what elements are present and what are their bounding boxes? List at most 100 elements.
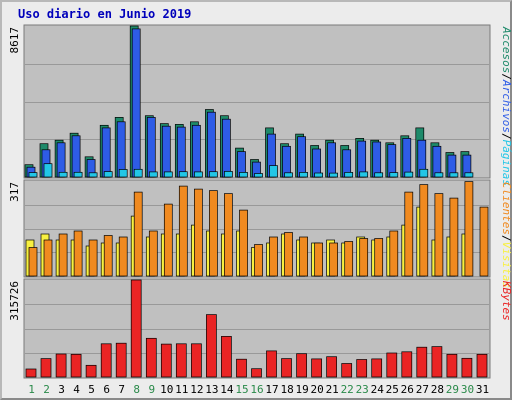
bar-kbytes-day-12: [191, 343, 202, 378]
bar-paginas-day-11: [178, 171, 188, 178]
bar-kbytes-day-19: [296, 353, 307, 378]
bar-paginas-day-23: [359, 171, 369, 178]
legend-entry: Visitas: [500, 242, 512, 288]
bar-kbytes-day-25: [386, 352, 398, 378]
bar-paginas-day-14: [224, 171, 233, 178]
x-tick-label: 30: [461, 383, 474, 396]
bar-paginas-day-6: [103, 171, 113, 178]
x-tick-label: 17: [265, 383, 278, 396]
bar-archivos-day-24: [372, 141, 382, 178]
bar-clientes-day-6: [103, 235, 113, 277]
bar-clientes-day-27: [419, 184, 429, 277]
bar-paginas-day-20: [314, 172, 323, 178]
bar-clientes-day-26: [404, 191, 414, 277]
bar-clientes-day-22: [344, 241, 354, 277]
bar-kbytes-day-9: [145, 337, 157, 378]
legend-entry: KBytes: [500, 280, 512, 321]
x-tick-label: 27: [416, 383, 429, 396]
bar-kbytes-day-4: [70, 353, 82, 378]
y-max-label-hits: 8617: [8, 27, 21, 54]
bar-paginas-day-8: [133, 168, 143, 178]
panel-hits: 8617: [8, 24, 491, 179]
bar-clientes-day-11: [178, 185, 188, 277]
bar-paginas-day-29: [449, 172, 459, 178]
bar-paginas-day-27: [419, 168, 429, 178]
bar-kbytes-day-31: [476, 353, 488, 378]
bar-clientes-day-25: [389, 230, 399, 277]
x-tick-label: 28: [431, 383, 444, 396]
legend-entry: Páginas: [500, 140, 512, 186]
bar-paginas-day-12: [194, 171, 203, 178]
bar-clientes-day-24: [374, 238, 384, 277]
bar-archivos-day-26: [402, 138, 412, 178]
bar-kbytes-day-11: [175, 343, 187, 378]
bar-paginas-day-13: [209, 171, 218, 178]
x-tick-label: 24: [371, 383, 385, 396]
y-max-label-visits: 317: [8, 182, 21, 202]
bar-kbytes-day-18: [281, 358, 292, 378]
bar-clientes-day-30: [464, 181, 474, 277]
bar-paginas-day-10: [163, 171, 173, 178]
bar-clientes-day-1: [28, 247, 38, 277]
legend-entry: Archivos: [500, 79, 512, 133]
bar-archivos-day-8: [131, 28, 141, 178]
bar-kbytes-day-15: [236, 358, 247, 378]
bar-clientes-day-15: [239, 209, 248, 277]
x-tick-label: 1: [28, 383, 35, 396]
bar-clientes-day-13: [209, 190, 218, 277]
bar-clientes-day-19: [299, 236, 308, 277]
x-axis-day-labels: 1 2 3 4 5 6 7 8 9 10 11 12 13 14 15 16 17 18 19 20 21 22 23 24 2…: [28, 383, 489, 396]
bar-archivos-day-11: [176, 126, 186, 178]
bar-kbytes-day-23: [356, 359, 368, 378]
bar-kbytes-day-2: [40, 358, 52, 378]
x-tick-label: 18: [280, 383, 293, 396]
bar-clientes-day-12: [194, 188, 203, 277]
bar-archivos-day-3: [56, 142, 66, 178]
x-tick-label: 7: [118, 383, 125, 396]
panel-visits: 317: [8, 179, 491, 278]
bar-clientes-day-16: [254, 244, 263, 277]
x-tick-label: 2: [43, 383, 50, 396]
bar-kbytes-day-30: [461, 357, 473, 378]
chart-panels: 8617 317 315726: [8, 24, 491, 379]
bar-paginas-day-17: [269, 165, 278, 178]
bar-archivos-day-7: [116, 121, 126, 178]
bar-clientes-day-4: [73, 230, 83, 277]
x-tick-label: 21: [326, 383, 339, 396]
bar-archivos-day-21: [327, 142, 336, 178]
x-tick-label: 19: [295, 383, 308, 396]
bar-kbytes-day-5: [85, 364, 97, 378]
bar-clientes-day-29: [449, 197, 459, 277]
series-archivos: [26, 28, 472, 178]
x-tick-label: 29: [446, 383, 459, 396]
bar-archivos-day-18: [282, 145, 291, 178]
bar-paginas-day-2: [43, 163, 53, 178]
bar-archivos-day-14: [222, 118, 231, 178]
bar-archivos-day-19: [297, 136, 306, 178]
bar-clientes-day-17: [269, 236, 278, 277]
bar-kbytes-day-21: [326, 356, 337, 378]
bar-clientes-day-7: [118, 236, 128, 277]
bar-clientes-day-3: [58, 233, 68, 277]
bar-kbytes-day-3: [55, 353, 67, 378]
bar-paginas-day-7: [118, 169, 128, 178]
bar-paginas-day-26: [404, 171, 414, 178]
legend-hits: Accesos/Archivos/Páginas: [500, 26, 512, 186]
series-kbytes: [25, 279, 488, 378]
bar-clientes-day-2: [43, 239, 53, 277]
bar-kbytes-day-13: [206, 314, 217, 378]
bar-paginas-day-3: [58, 171, 68, 178]
bar-kbytes-day-26: [401, 351, 413, 378]
x-tick-label: 3: [58, 383, 65, 396]
bar-clientes-day-8: [133, 191, 143, 277]
x-tick-label: 12: [190, 383, 203, 396]
bar-archivos-day-12: [192, 124, 201, 178]
bar-kbytes-day-6: [100, 343, 112, 378]
legend-visits: Clientes/Visitas: [500, 182, 512, 288]
x-tick-label: 31: [476, 383, 489, 396]
x-tick-label: 20: [310, 383, 323, 396]
x-tick-label: 26: [401, 383, 414, 396]
bar-kbytes-day-16: [251, 368, 262, 378]
bar-paginas-day-15: [239, 172, 248, 178]
bar-kbytes-day-20: [311, 358, 322, 378]
